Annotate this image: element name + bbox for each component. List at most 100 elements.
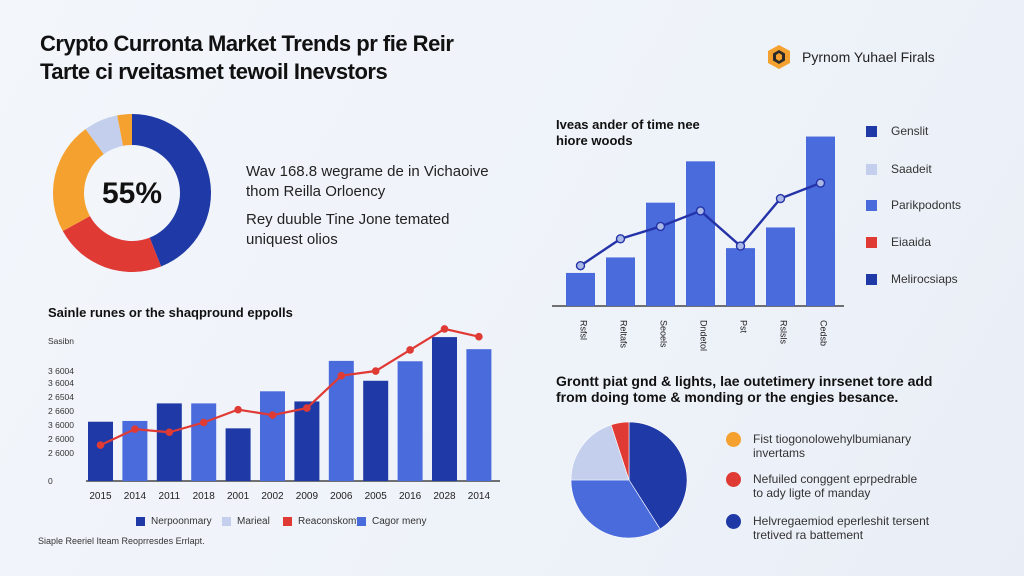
legend-dot bbox=[726, 472, 741, 487]
bar bbox=[191, 403, 217, 481]
bar bbox=[294, 401, 320, 481]
title-line-1: Crypto Curronta Market Trends pr fie Rei… bbox=[40, 31, 454, 56]
brand-logo-icon bbox=[768, 45, 790, 69]
page-title: Crypto Curronta Market Trends pr fie Rei… bbox=[40, 30, 454, 86]
legend-label: Parikpodonts bbox=[891, 198, 962, 212]
y-tick-label: 2 6000 bbox=[48, 448, 74, 458]
x-tick-label: Dndetol bbox=[699, 320, 709, 351]
bar bbox=[466, 349, 492, 481]
x-tick-label: 2018 bbox=[193, 491, 216, 502]
line-point bbox=[815, 178, 826, 188]
pie-legend-item: Helvregaemiod eperleshit tersent tretived… bbox=[726, 514, 966, 542]
x-tick-label: 2014 bbox=[124, 491, 147, 502]
x-tick-label: 2001 bbox=[227, 491, 250, 502]
legend-label: Cagor meny bbox=[372, 516, 427, 527]
x-tick-label: Seoels bbox=[659, 320, 669, 348]
right-chart-title-line-2: hiore woods bbox=[556, 133, 633, 148]
pie-slice bbox=[570, 424, 630, 481]
bar bbox=[686, 161, 715, 306]
line-point bbox=[234, 405, 242, 414]
y-tick-label: Sasibn bbox=[48, 336, 74, 346]
legend-label: Melirocsiaps bbox=[891, 272, 958, 286]
y-tick-label: 2 6600 bbox=[48, 406, 74, 416]
line-point bbox=[655, 221, 666, 232]
pie-legend-label: Helvregaemiod eperleshit tersent tretived… bbox=[753, 514, 930, 542]
pie-slice bbox=[610, 421, 630, 481]
legend-label: Genslit bbox=[891, 124, 929, 138]
legend-swatch bbox=[222, 517, 231, 526]
line-point bbox=[371, 367, 380, 375]
x-tick-label: 2016 bbox=[399, 491, 422, 502]
legend-label: Marieal bbox=[237, 516, 270, 527]
bar-line-chart: Sasibn 3 6004 3 6004 2 6504 2 6600 3 6000 2 60… bbox=[48, 325, 500, 502]
pie-section-title: Grontt piat gnd & lights, lae outetimery… bbox=[556, 373, 932, 405]
bar bbox=[646, 202, 675, 306]
x-tick-label: 2002 bbox=[261, 491, 284, 502]
bar bbox=[328, 360, 354, 481]
title-line-2: Tarte ci rveitasmet tewoil Inevstors bbox=[40, 59, 388, 84]
x-tick-label: 2005 bbox=[365, 491, 388, 502]
legend-item: Reaconskomy bbox=[283, 516, 361, 527]
pie-slice bbox=[570, 479, 661, 539]
x-tick-label: Cedsb bbox=[819, 320, 829, 346]
line-point bbox=[337, 371, 346, 380]
legend-dot bbox=[726, 514, 741, 529]
legend-swatch bbox=[357, 517, 366, 526]
y-tick-label: 2 6000 bbox=[48, 434, 74, 444]
line-point bbox=[775, 193, 786, 204]
donut-text-2-line-2: uniquest olios bbox=[246, 231, 338, 248]
line-point bbox=[165, 428, 174, 437]
line-point bbox=[475, 332, 483, 341]
legend-dot bbox=[726, 432, 741, 447]
pie-legend-label: Nefuiled conggent eprpedrable to ady ligt… bbox=[753, 472, 918, 500]
x-tick-label: Rslsls bbox=[779, 320, 789, 344]
legend-swatch bbox=[866, 163, 877, 175]
legend-swatch bbox=[866, 199, 877, 211]
legend-swatch bbox=[136, 517, 145, 526]
x-tick-label: 2006 bbox=[330, 491, 353, 502]
donut-text-2: Rey duuble Tine Jone temated uniquest ol… bbox=[246, 210, 449, 250]
legend-item: Marieal bbox=[222, 516, 270, 527]
donut-center-label: 55% bbox=[102, 177, 162, 210]
line-point bbox=[131, 425, 139, 433]
y-tick-label: 3 6004 bbox=[48, 366, 74, 376]
bar bbox=[726, 248, 755, 306]
x-tick-label: 2015 bbox=[89, 491, 112, 502]
donut-slice bbox=[53, 129, 104, 232]
pie-chart bbox=[570, 421, 688, 539]
pie-slice bbox=[628, 421, 688, 530]
right-bar-chart: Rsfsl Reltafs Seoels Dndetol Pst Rslsls Cedsb bbox=[552, 136, 844, 351]
pie-title-line-2: from doing tome & monding or the engies … bbox=[556, 389, 899, 405]
donut-slice bbox=[85, 115, 124, 155]
bar bbox=[566, 272, 595, 306]
legend-swatch bbox=[866, 273, 877, 285]
bar bbox=[432, 337, 457, 481]
bar-line-chart-title: Sainle runes or the shaqpround eppolls bbox=[48, 305, 293, 320]
legend-item: Parikpodonts bbox=[866, 198, 961, 212]
line-point bbox=[268, 411, 277, 419]
pie-legend-item: Fist tiogonolowehylbumianary invertams bbox=[726, 432, 966, 460]
line-point bbox=[199, 418, 208, 427]
donut-text-2-line-1: Rey duuble Tine Jone temated bbox=[246, 211, 450, 228]
right-chart-title: Iveas ander of time nee hiore woods bbox=[556, 117, 700, 149]
donut-slice bbox=[62, 216, 162, 272]
legend-item: Genslit bbox=[866, 124, 928, 138]
y-tick-label: 3 6004 bbox=[48, 378, 74, 388]
legend-label: Reaconskomy bbox=[298, 516, 362, 527]
bar bbox=[260, 391, 285, 481]
legend-label: Eiaaida bbox=[891, 235, 932, 249]
x-tick-label: Reltafs bbox=[619, 320, 629, 349]
x-tick-label: 2014 bbox=[468, 491, 491, 502]
pie-title-line-1: Grontt piat gnd & lights, lae outetimery… bbox=[556, 373, 933, 389]
y-tick-label: 2 6504 bbox=[48, 392, 74, 402]
donut-text-1: Wav 168.8 wegrame de in Vichaoive thom R… bbox=[246, 162, 489, 202]
donut-slice bbox=[117, 114, 132, 146]
bar bbox=[397, 361, 423, 481]
legend-item: Saadeit bbox=[866, 162, 932, 176]
x-tick-label: 2011 bbox=[159, 491, 181, 502]
legend-item: Melirocsiaps bbox=[866, 272, 958, 286]
line-point bbox=[575, 260, 586, 271]
legend-item: Eiaaida bbox=[866, 235, 931, 249]
bar bbox=[606, 257, 635, 306]
legend-item: Nerpoonmary bbox=[136, 516, 212, 527]
